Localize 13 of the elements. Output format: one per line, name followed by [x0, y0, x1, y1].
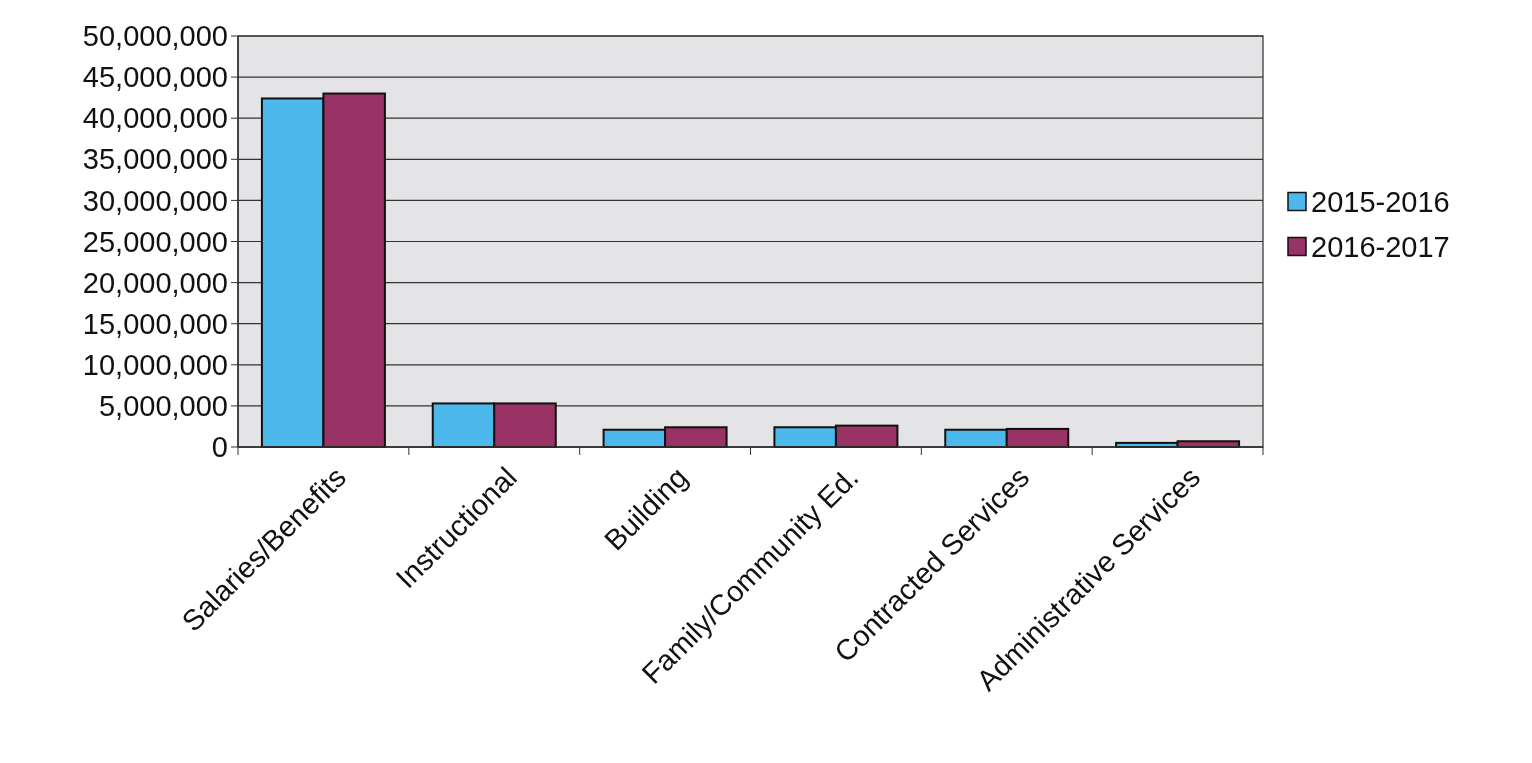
y-tick-label: 10,000,000	[82, 348, 228, 381]
y-tick-label: 15,000,000	[82, 307, 228, 340]
legend-label: 2016-2017	[1311, 230, 1450, 263]
y-tick-label: 50,000,000	[82, 20, 228, 53]
y-tick-label: 25,000,000	[82, 225, 228, 258]
y-tick-label: 20,000,000	[82, 266, 228, 299]
y-tick-label: 35,000,000	[82, 143, 228, 176]
y-tick-label: 40,000,000	[82, 102, 228, 135]
y-tick-label: 0	[211, 431, 228, 464]
y-tick-label: 30,000,000	[82, 184, 228, 217]
legend-label: 2015-2016	[1311, 185, 1450, 218]
y-tick-label: 5,000,000	[98, 390, 228, 423]
y-tick-label: 45,000,000	[82, 61, 228, 94]
